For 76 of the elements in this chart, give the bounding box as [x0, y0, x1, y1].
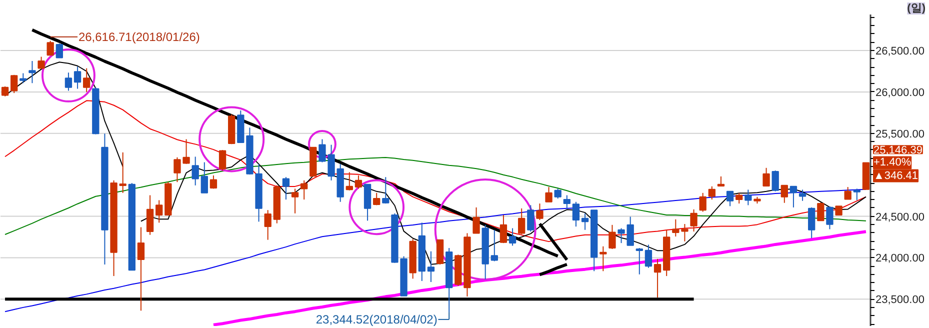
candlestick: [798, 189, 806, 202]
candlestick: [600, 246, 607, 272]
candlestick: [536, 203, 544, 221]
candlestick: [46, 40, 54, 56]
y-tick-label: 25,500.00: [876, 128, 924, 140]
candlestick: [28, 60, 36, 84]
candlestick: [717, 176, 725, 187]
annotation: 23,344.52(2018/04/02): [316, 312, 438, 326]
candlestick: [581, 212, 589, 230]
candlestick: [518, 208, 526, 235]
candlestick: [808, 206, 816, 239]
candlestick: [472, 206, 480, 234]
y-tick-label: 26,500.00: [876, 46, 924, 58]
candlestick: [346, 172, 353, 191]
candlestick: [708, 186, 716, 200]
y-tick-label: 24,000.00: [876, 252, 924, 265]
candlestick: [844, 186, 852, 200]
y-tick-label: 23,500.00: [876, 294, 924, 306]
candlestick: [545, 186, 552, 202]
candlestick: [210, 174, 218, 190]
candlestick: [817, 202, 824, 222]
candlestick: [572, 201, 580, 228]
candlestick: [10, 74, 18, 94]
candlestick: [618, 228, 625, 244]
candlestick: [744, 189, 752, 206]
candlestick: [373, 192, 380, 206]
candlestick: [672, 218, 680, 238]
candlestick: [699, 192, 706, 212]
candlestick: [38, 56, 45, 69]
candlestick: [1, 86, 9, 97]
candlestick: [137, 226, 145, 312]
candlestick: [654, 258, 662, 298]
candlestick: [20, 72, 27, 84]
candlestick: [780, 184, 788, 204]
candlestick: [291, 188, 299, 214]
candlestick: [826, 206, 834, 230]
candlestick: [644, 244, 652, 268]
candlestick: [264, 210, 272, 240]
text: 25,146.39 +1.40% ▲346.41: [874, 144, 922, 182]
candlestick: [282, 176, 290, 200]
candlestick: [608, 224, 616, 250]
candlestick: [772, 170, 779, 192]
candlestick: [554, 188, 562, 200]
candlestick: [690, 208, 698, 232]
y-tick-label: 24,500.00: [876, 211, 924, 224]
candlestick: [218, 150, 226, 172]
candlestick: [681, 223, 688, 242]
candlestick: [119, 152, 126, 194]
candlestick: [726, 190, 734, 207]
candlestick: [490, 229, 498, 262]
candlestick: [500, 214, 508, 244]
candlestick: [382, 176, 390, 204]
candlestick: [427, 250, 435, 282]
candlestick: [626, 216, 634, 246]
text: (일): [907, 2, 926, 14]
y-tick-label: 26,000.00: [876, 86, 924, 99]
candlestick: [790, 186, 798, 208]
candlestick: [56, 43, 63, 58]
candlestick: [527, 204, 534, 232]
candlestick: [853, 188, 860, 201]
candlestick: [762, 167, 770, 187]
candlestick: [192, 156, 199, 186]
annotation: 26,616.71(2018/01/26): [78, 30, 200, 44]
candlestick: [300, 180, 308, 200]
candlestick: [736, 192, 743, 204]
candlestick: [83, 68, 90, 92]
candlestick: [146, 194, 154, 236]
candlestick: [636, 248, 643, 275]
candlestick: [156, 200, 163, 224]
candlestick: [436, 239, 444, 266]
candlestick: [64, 72, 72, 92]
candlestick: [354, 174, 362, 190]
candlestick: [74, 66, 82, 90]
candlestick: [508, 228, 516, 246]
candlestick: [563, 194, 570, 209]
candlestick: [200, 162, 208, 194]
